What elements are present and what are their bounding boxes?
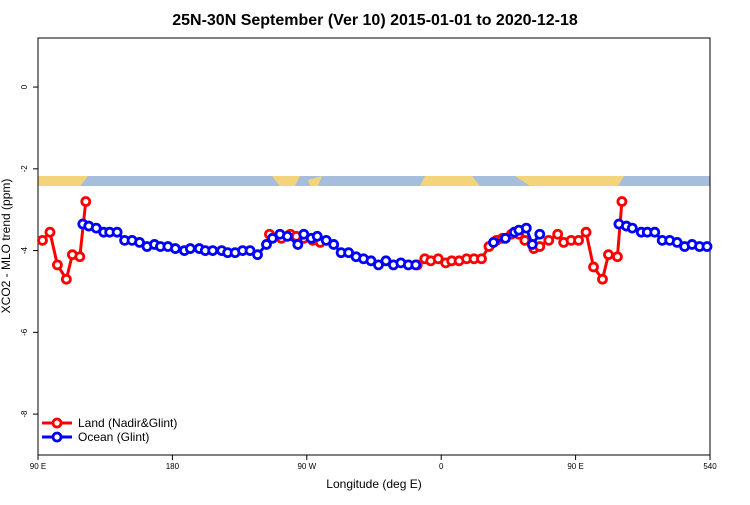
point	[328, 239, 340, 250]
x-tick-label: 0	[439, 462, 444, 471]
point	[60, 273, 72, 285]
land-ocean-strip	[38, 176, 710, 186]
x-axis-label: Longitude (deg E)	[326, 477, 421, 491]
y-axis-label: XCO2 - MLO trend (ppm)	[0, 179, 13, 314]
x-tick-label: 180	[166, 462, 180, 471]
point	[616, 196, 628, 207]
point	[626, 222, 638, 234]
point	[552, 228, 564, 240]
ocean-strip	[38, 176, 710, 186]
point	[169, 243, 181, 254]
point	[261, 239, 272, 250]
point	[488, 237, 499, 248]
point	[701, 241, 713, 252]
land-strip	[38, 176, 88, 186]
point	[588, 261, 599, 273]
point	[543, 234, 555, 246]
land-strip	[420, 176, 480, 186]
point	[52, 259, 63, 271]
x-tick-label: 90 E	[30, 462, 46, 471]
land-strip	[515, 176, 624, 186]
point	[74, 251, 86, 263]
y-tick-label: 0	[20, 84, 29, 89]
point	[649, 226, 661, 238]
point	[410, 259, 422, 271]
legend-marker	[51, 417, 63, 429]
legend-label: Ocean (Glint)	[78, 430, 149, 444]
legend-marker	[51, 431, 63, 443]
point	[252, 249, 263, 261]
y-tick-label: -8	[20, 410, 29, 418]
land-strip	[308, 176, 322, 186]
legend-label: Land (Nadir&Glint)	[78, 416, 177, 430]
x-tick-label: 540	[703, 462, 717, 471]
point	[573, 234, 584, 246]
x-tick-label: 90 E	[567, 462, 583, 471]
point	[184, 243, 196, 254]
chart-title: 25N-30N September (Ver 10) 2015-01-01 to…	[172, 12, 578, 29]
y-tick-label: -6	[20, 328, 29, 336]
x-tick-label: 90 W	[297, 462, 316, 471]
point	[44, 226, 56, 238]
point	[311, 230, 323, 242]
point	[111, 226, 123, 238]
y-tick-label: -4	[20, 246, 29, 254]
point	[520, 222, 532, 234]
point	[500, 232, 511, 244]
point	[612, 251, 623, 263]
land-strip	[272, 176, 300, 186]
point	[597, 273, 608, 285]
point	[534, 228, 546, 240]
point	[526, 239, 538, 250]
point	[281, 230, 293, 242]
point	[80, 196, 92, 207]
point	[37, 234, 48, 246]
y-tick-label: -2	[20, 165, 29, 173]
point	[292, 239, 304, 250]
point	[476, 253, 487, 265]
point	[207, 245, 219, 256]
point	[603, 249, 614, 261]
point	[580, 226, 592, 238]
